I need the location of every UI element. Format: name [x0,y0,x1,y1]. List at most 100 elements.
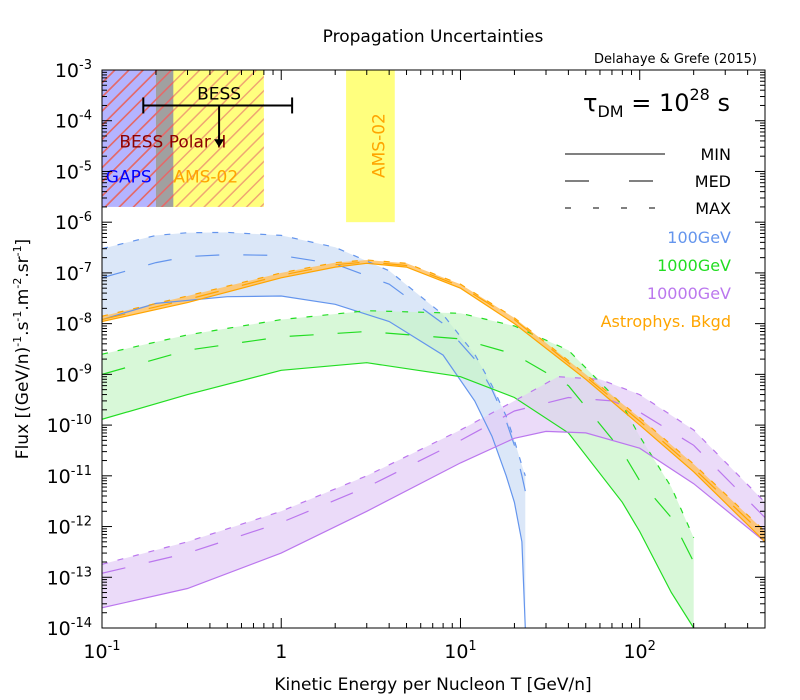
line-astrophys-bkgd-max [102,259,765,532]
axis-ticks: 10-1 1 101 10210-310-410-510-610-710-810-91… [47,58,766,663]
y-tick-label: 10-5 [55,159,92,183]
legend-label-100gev: 100GeV [667,228,731,247]
band-10000gev [102,376,765,608]
ylabel-part: -1 [11,245,24,256]
bess-label: BESS [197,84,241,104]
x-axis-label: Kinetic Energy per Nucleon T [GeV/n] [274,675,591,695]
y-tick-label-exponent: -6 [79,210,92,225]
y-tick-label-exponent: -10 [71,413,92,428]
line-10000gev-med [102,396,765,574]
ylabel-part: .sr [13,256,33,277]
x-tick-label-base: 10 [623,641,647,663]
y-tick-label-base: 10 [47,466,71,488]
lifetime-label: τDM = 1028 s [583,85,730,121]
experiment-hatch-ams [155,70,264,207]
bess-polar-label: BESS Polar II [119,133,226,153]
x-tick-label-exponent: 2 [648,639,656,654]
legend-label-med: MED [695,172,731,191]
y-axis-label: Flux [(GeV/n)-1.s-1.m-2.sr-1] [11,239,33,459]
y-tick-label: 10-4 [55,109,92,133]
y-tick-label-exponent: -14 [71,616,92,631]
x-tick-label-base: 1 [275,641,287,663]
y-tick-label: 10-3 [55,58,92,82]
y-tick-label-base: 10 [55,364,79,386]
y-tick-label: 10-9 [55,362,92,386]
x-tick-label-base: 10 [444,641,468,663]
x-tick-label: 10-1 [83,639,120,663]
chart-title: Propagation Uncertainties [323,27,544,47]
line-astrophys-bkgd-min [102,262,765,543]
ylabel-part: ] [13,239,33,246]
y-tick-label-base: 10 [55,263,79,285]
lifetime-equals: = 10 [624,89,690,117]
y-tick-label-base: 10 [55,314,79,336]
legend-label-max: MAX [695,199,731,218]
y-tick-label: 10-7 [55,261,92,285]
y-tick-label-base: 10 [55,161,79,183]
legend-label-astrophys-bkgd: Astrophys. Bkgd [601,312,731,331]
y-tick-label-exponent: -13 [71,565,92,580]
line-100gev-med [102,253,526,492]
ylabel-part: .s [13,321,33,335]
y-tick-label-exponent: -8 [79,312,92,327]
line-1000gev-med [102,330,695,563]
legend: MIN MED MAX 100GeV 1000GeV 10000GeV Astrophys.… [565,145,731,331]
y-tick-label-exponent: -3 [79,58,92,73]
x-tick-label: 1 [275,641,287,663]
experiment-regions: GAPS BESS Polar II AMS-02 AMS-02 [102,70,395,223]
y-tick-label: 10-13 [47,565,92,589]
uncertainty-bands [102,232,765,628]
x-tick-label: 101 [444,639,476,663]
lifetime-symbol: τ [583,89,597,117]
x-tick-label-exponent: -1 [108,639,121,654]
y-tick-label-base: 10 [55,212,79,234]
lifetime-subscript: DM [597,102,623,121]
y-tick-label-exponent: -5 [79,159,92,174]
series-lines [102,231,765,628]
line-10000gev-min [102,430,765,609]
ylabel-part: -2 [11,278,24,289]
y-tick-label: 10-10 [47,413,92,437]
y-tick-label-exponent: -7 [79,261,92,276]
y-tick-label-base: 10 [47,517,71,539]
legend-label-10000gev: 10000GeV [647,284,731,303]
line-100gev-min [102,295,526,628]
lifetime-exponent: 28 [690,85,710,104]
bess-arrow-head [214,139,225,148]
y-tick-label-base: 10 [55,60,79,82]
ylabel-part: -1 [11,336,24,347]
line-1000gev-max [102,310,695,539]
y-tick-label-base: 10 [55,111,79,133]
y-tick-label-base: 10 [47,415,71,437]
line-astrophys-bkgd-med [102,261,765,537]
line-1000gev-min [102,362,695,628]
y-tick-label-base: 10 [47,618,71,640]
experiment-region-ams-02-3 [346,70,395,223]
x-tick-label-exponent: 1 [468,639,476,654]
ylabel-part: .m [13,289,33,311]
gaps-label: GAPS [106,168,152,188]
ams02-vertical-label: AMS-02 [370,113,390,178]
y-tick-label-base: 10 [47,567,71,589]
y-tick-label-exponent: -4 [79,109,92,124]
y-tick-label: 10-11 [47,464,92,488]
y-tick-label-exponent: -12 [71,515,92,530]
y-tick-label: 10-8 [55,312,92,336]
x-tick-label: 102 [623,639,655,663]
legend-label-min: MIN [701,145,732,164]
y-tick-label-exponent: -11 [71,464,92,479]
y-tick-label: 10-12 [47,515,92,539]
bess-marker: BESS [142,84,294,148]
citation-label: Delahaye & Grefe (2015) [594,52,757,67]
lifetime-unit: s [710,89,730,117]
ams02-label: AMS-02 [173,168,238,188]
legend-label-1000gev: 1000GeV [657,256,731,275]
plot-frame [101,69,766,629]
ylabel-part: -1 [11,311,24,322]
x-tick-label-base: 10 [83,641,107,663]
y-tick-label: 10-6 [55,210,92,234]
ylabel-part: Flux [(GeV/n) [13,347,33,459]
y-tick-label: 10-14 [47,616,92,640]
y-tick-label-exponent: -9 [79,362,92,377]
